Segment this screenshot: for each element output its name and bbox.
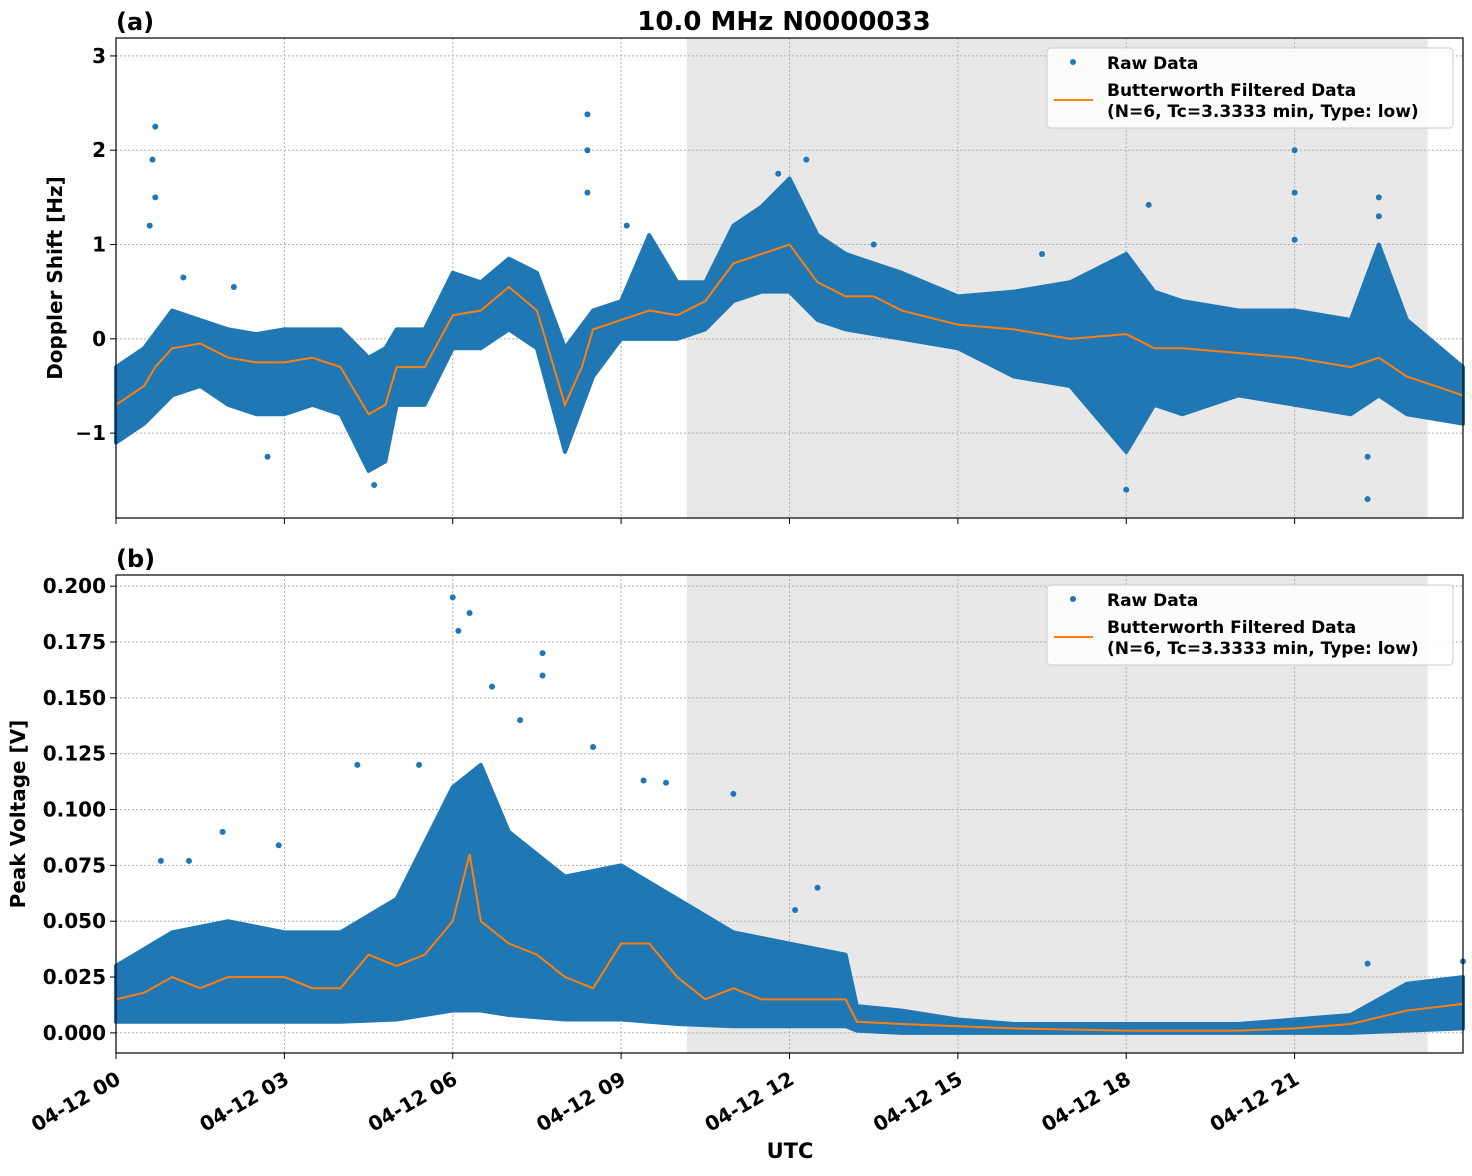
y-tick-label: 0.150 [43, 686, 106, 710]
y-axis-label: Peak Voltage [V] [6, 720, 30, 909]
raw-data-point [466, 609, 473, 616]
legend-box [1046, 47, 1454, 129]
raw-data-point [539, 650, 546, 657]
raw-data-point [640, 777, 647, 784]
y-tick-label: 3 [92, 44, 106, 68]
raw-data-point [371, 481, 378, 488]
raw-data-point [416, 761, 423, 768]
raw-data-point [584, 189, 591, 196]
raw-data-point [1364, 453, 1371, 460]
raw-data-point [539, 672, 546, 679]
raw-data-point [590, 743, 597, 750]
raw-data-point [185, 857, 192, 864]
y-axis-label: Doppler Shift [Hz] [43, 176, 67, 380]
raw-data-point [146, 222, 153, 229]
legend-raw-label: Raw Data [1107, 54, 1198, 74]
legend-filtered-params: (N=6, Tc=3.3333 min, Type: low) [1107, 102, 1419, 122]
raw-data-point [1375, 194, 1382, 201]
x-tick-label: 04-12 00 [27, 1066, 125, 1136]
y-tick-label: −1 [75, 421, 106, 445]
y-tick-label: 2 [92, 138, 106, 162]
raw-data-point [1364, 960, 1371, 967]
raw-data-point [803, 156, 810, 163]
x-tick-label: 04-12 15 [869, 1066, 967, 1136]
x-tick-label: 04-12 03 [195, 1066, 293, 1136]
legend-filtered-label: Butterworth Filtered Data [1107, 81, 1356, 101]
raw-data-point [455, 627, 462, 634]
legend-raw-marker [1070, 59, 1076, 65]
legend-raw-marker [1070, 596, 1076, 602]
raw-data-point [1145, 201, 1152, 208]
raw-data-point [1291, 189, 1298, 196]
filtered-line [115, 853, 1464, 1032]
y-tick-label: 0 [92, 327, 106, 351]
filtered-line [115, 243, 1464, 416]
panel-b: 0.000 0.025 0.050 0.075 0.100 0.125 0.150 0.175… [6, 545, 1466, 1137]
x-tick-label: 04-12 09 [532, 1066, 630, 1136]
raw-data-point [730, 790, 737, 797]
raw-data-point [1039, 250, 1046, 257]
raw-data-point [775, 170, 782, 177]
x-tick-label: 04-12 18 [1037, 1066, 1135, 1136]
raw-data-point [152, 194, 159, 201]
x-axis-label: UTC [767, 1139, 814, 1163]
y-tick-label: 0.050 [43, 909, 106, 933]
panel-a: −1 0 1 2 3 (a) Doppler Shift [Hz] Raw Data Butte… [43, 8, 1465, 524]
raw-data-point [275, 842, 282, 849]
raw-data-point [180, 274, 187, 281]
y-tick-label: 0.175 [43, 630, 106, 654]
raw-data-point [1364, 496, 1371, 503]
raw-data-point [584, 147, 591, 154]
raw-data-point [584, 111, 591, 118]
panel-label: (b) [116, 545, 155, 573]
y-tick-label: 0.000 [43, 1021, 106, 1045]
y-tick-label: 0.025 [43, 965, 106, 989]
raw-data-point [517, 717, 524, 724]
raw-data-point [219, 828, 226, 835]
raw-data-point [230, 283, 237, 290]
raw-data-point [623, 222, 630, 229]
x-tick-label: 04-12 06 [364, 1066, 462, 1136]
legend-raw-label: Raw Data [1107, 591, 1198, 611]
y-tick-label: 0.125 [43, 742, 106, 766]
chart-title: 10.0 MHz N0000033 [637, 7, 930, 37]
legend-filtered-params: (N=6, Tc=3.3333 min, Type: low) [1107, 639, 1419, 659]
raw-data-point [870, 241, 877, 248]
x-tick-label: 04-12 12 [700, 1066, 798, 1136]
legend-box [1046, 584, 1454, 666]
raw-data-point [149, 156, 156, 163]
raw-data-point [264, 453, 271, 460]
y-tick-label: 1 [92, 233, 106, 257]
y-tick-label: 0.200 [43, 574, 106, 598]
y-tick-label: 0.100 [43, 798, 106, 822]
raw-data-point [1291, 147, 1298, 154]
y-tick-label: 0.075 [43, 853, 106, 877]
legend: Raw Data Butterworth Filtered Data(N=6, T… [1046, 584, 1454, 666]
raw-data-point [792, 907, 799, 914]
panel-label: (a) [116, 8, 154, 36]
raw-data-point [449, 594, 456, 601]
raw-data-point [1291, 236, 1298, 243]
raw-data-point [157, 857, 164, 864]
legend: Raw Data Butterworth Filtered Data(N=6, T… [1046, 47, 1454, 129]
raw-data-point [354, 761, 361, 768]
raw-data-point [489, 683, 496, 690]
legend-filtered-label: Butterworth Filtered Data [1107, 618, 1356, 638]
x-tick-label: 04-12 21 [1206, 1066, 1304, 1136]
raw-data-point [663, 779, 670, 786]
raw-data-point [814, 884, 821, 891]
raw-data-point [1123, 486, 1130, 493]
raw-data-point [1375, 213, 1382, 220]
raw-data-point [152, 123, 159, 130]
